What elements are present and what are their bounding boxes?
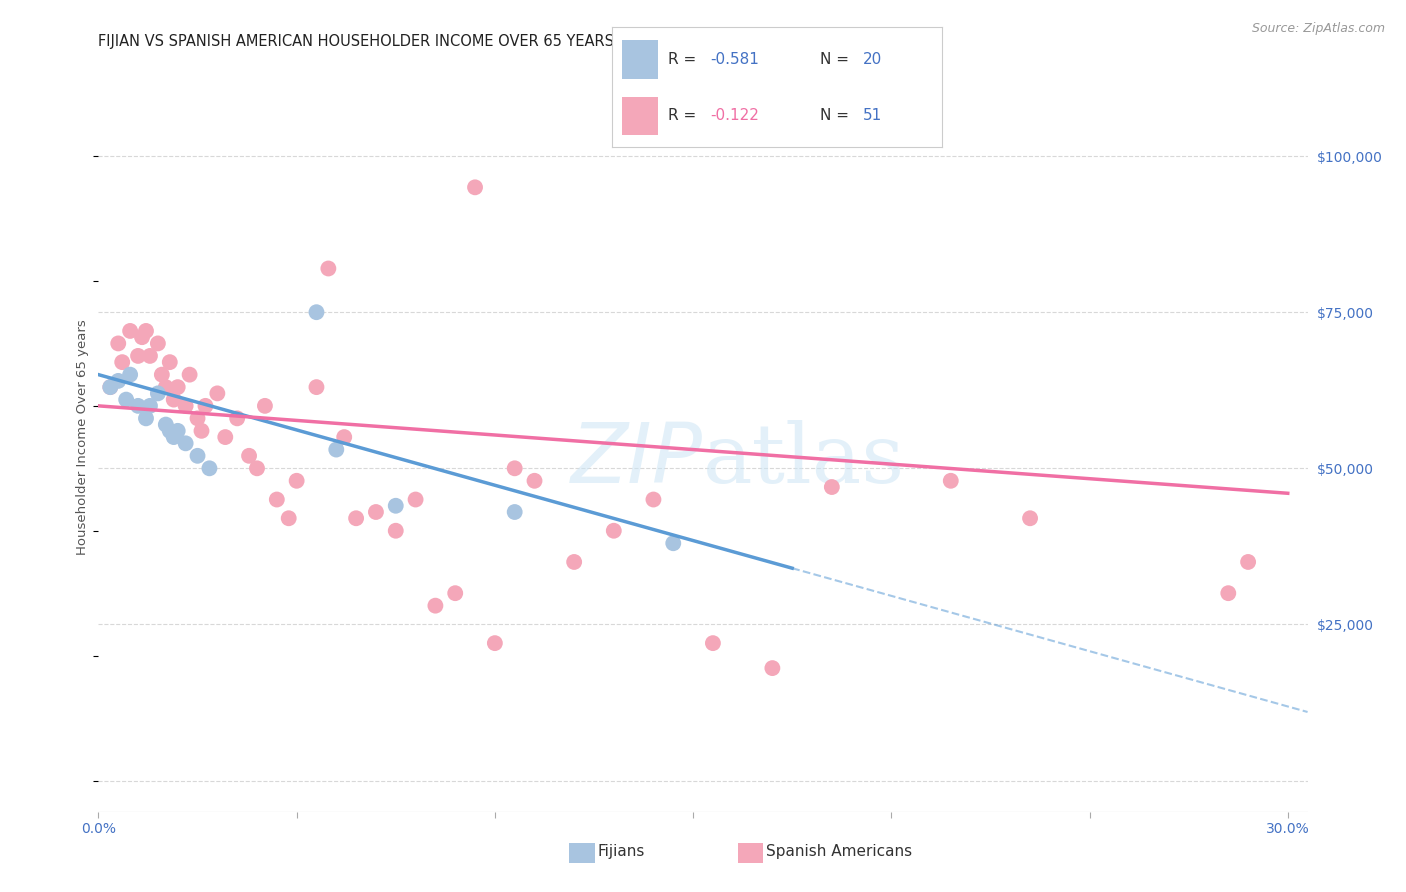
Point [163, 430, 186, 444]
Text: N =: N = [820, 52, 853, 67]
Point [344, 511, 367, 525]
Point [120, 324, 142, 338]
Point [214, 430, 236, 444]
Point [174, 399, 197, 413]
Point [662, 536, 685, 550]
Point [186, 449, 208, 463]
Point [464, 180, 486, 194]
Point [186, 411, 208, 425]
Point [253, 399, 276, 413]
Point [98, 380, 121, 394]
Point [155, 380, 177, 394]
Point [166, 424, 188, 438]
Point [702, 636, 724, 650]
FancyBboxPatch shape [621, 40, 658, 78]
Point [1218, 586, 1240, 600]
Point [484, 636, 506, 650]
Text: R =: R = [668, 108, 702, 123]
Point [174, 436, 197, 450]
Point [159, 355, 181, 369]
Text: N =: N = [820, 108, 853, 123]
Point [146, 336, 169, 351]
Point [643, 492, 665, 507]
Text: FIJIAN VS SPANISH AMERICAN HOUSEHOLDER INCOME OVER 65 YEARS CORRELATION CHART: FIJIAN VS SPANISH AMERICAN HOUSEHOLDER I… [98, 34, 778, 49]
Point [120, 368, 142, 382]
Text: 20: 20 [863, 52, 882, 67]
Text: -0.581: -0.581 [710, 52, 759, 67]
Point [139, 349, 162, 363]
Text: atlas: atlas [703, 419, 905, 500]
Point [150, 368, 173, 382]
Point [562, 555, 585, 569]
Point [98, 380, 121, 394]
Point [107, 336, 129, 351]
Text: ZIP: ZIP [571, 419, 703, 500]
Point [207, 386, 229, 401]
Point [333, 430, 356, 444]
Point [523, 474, 546, 488]
Y-axis label: Householder Income Over 65 years: Householder Income Over 65 years [76, 319, 89, 555]
Point [127, 349, 149, 363]
Point [135, 411, 157, 425]
Text: Fijians: Fijians [598, 845, 645, 859]
Point [194, 399, 217, 413]
Point [238, 449, 260, 463]
Point [939, 474, 962, 488]
Point [155, 417, 177, 432]
Point [364, 505, 387, 519]
Text: Spanish Americans: Spanish Americans [766, 845, 912, 859]
Point [821, 480, 844, 494]
Point [115, 392, 138, 407]
Point [246, 461, 269, 475]
Point [503, 461, 526, 475]
Point [305, 305, 328, 319]
Point [305, 380, 328, 394]
Point [111, 355, 134, 369]
Point [159, 424, 181, 438]
Point [384, 524, 406, 538]
Text: 51: 51 [863, 108, 882, 123]
Point [285, 474, 308, 488]
Point [761, 661, 783, 675]
Point [139, 399, 162, 413]
Point [190, 424, 212, 438]
Point [127, 399, 149, 413]
Text: Source: ZipAtlas.com: Source: ZipAtlas.com [1251, 22, 1385, 36]
Point [198, 461, 221, 475]
Point [135, 324, 157, 338]
Point [107, 374, 129, 388]
Point [1237, 555, 1260, 569]
Point [444, 586, 467, 600]
FancyBboxPatch shape [621, 96, 658, 136]
Point [603, 524, 626, 538]
Point [131, 330, 153, 344]
Point [425, 599, 447, 613]
Point [1019, 511, 1042, 525]
Point [166, 380, 188, 394]
Point [163, 392, 186, 407]
Point [277, 511, 299, 525]
Point [179, 368, 201, 382]
Text: -0.122: -0.122 [710, 108, 759, 123]
Point [405, 492, 427, 507]
Point [318, 261, 340, 276]
Point [266, 492, 288, 507]
Point [325, 442, 347, 457]
Point [503, 505, 526, 519]
Text: R =: R = [668, 52, 702, 67]
Point [146, 386, 169, 401]
Point [384, 499, 406, 513]
Point [226, 411, 249, 425]
